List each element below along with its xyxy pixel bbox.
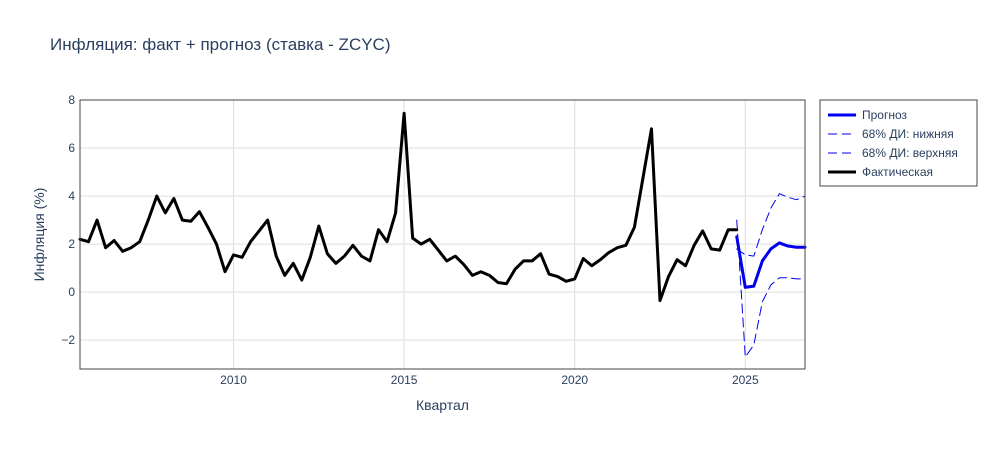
plot-frame xyxy=(79,99,806,370)
y-tick-label: −2 xyxy=(61,333,75,347)
y-tick-label: 8 xyxy=(68,93,75,107)
x-tick-label: 2010 xyxy=(220,373,247,387)
grid-layer xyxy=(80,99,805,369)
series-line-ci-lower xyxy=(736,219,806,358)
series-line-ci-upper xyxy=(736,193,806,257)
series-line-actual xyxy=(78,111,739,303)
y-tick-label: 0 xyxy=(68,285,75,299)
y-axis-title: Инфляция (%) xyxy=(31,188,47,282)
x-tick-label: 2015 xyxy=(391,373,418,387)
legend-label-ci-lower: 68% ДИ: нижняя xyxy=(862,127,954,141)
x-tick-label: 2025 xyxy=(732,373,759,387)
legend-label-ci-upper: 68% ДИ: верхняя xyxy=(862,146,958,160)
x-axis-title: Квартал xyxy=(416,397,469,413)
y-tick-label: 6 xyxy=(68,141,75,155)
series-layer xyxy=(78,111,807,358)
legend: Прогноз 68% ДИ: нижняя 68% ДИ: верхняя Факт… xyxy=(819,99,978,187)
legend-label-forecast: Прогноз xyxy=(862,108,908,122)
chart-title: Инфляция: факт + прогноз (ставка - ZCYC) xyxy=(50,35,391,54)
y-tick-label: 2 xyxy=(68,237,75,251)
legend-label-actual: Фактическая xyxy=(862,165,933,179)
y-tick-label: 4 xyxy=(68,189,75,203)
series-line-forecast xyxy=(735,235,807,289)
x-tick-label: 2020 xyxy=(561,373,588,387)
tick-layer: 2010 2015 2020 2025 −2 0 2 4 6 8 xyxy=(61,93,759,387)
